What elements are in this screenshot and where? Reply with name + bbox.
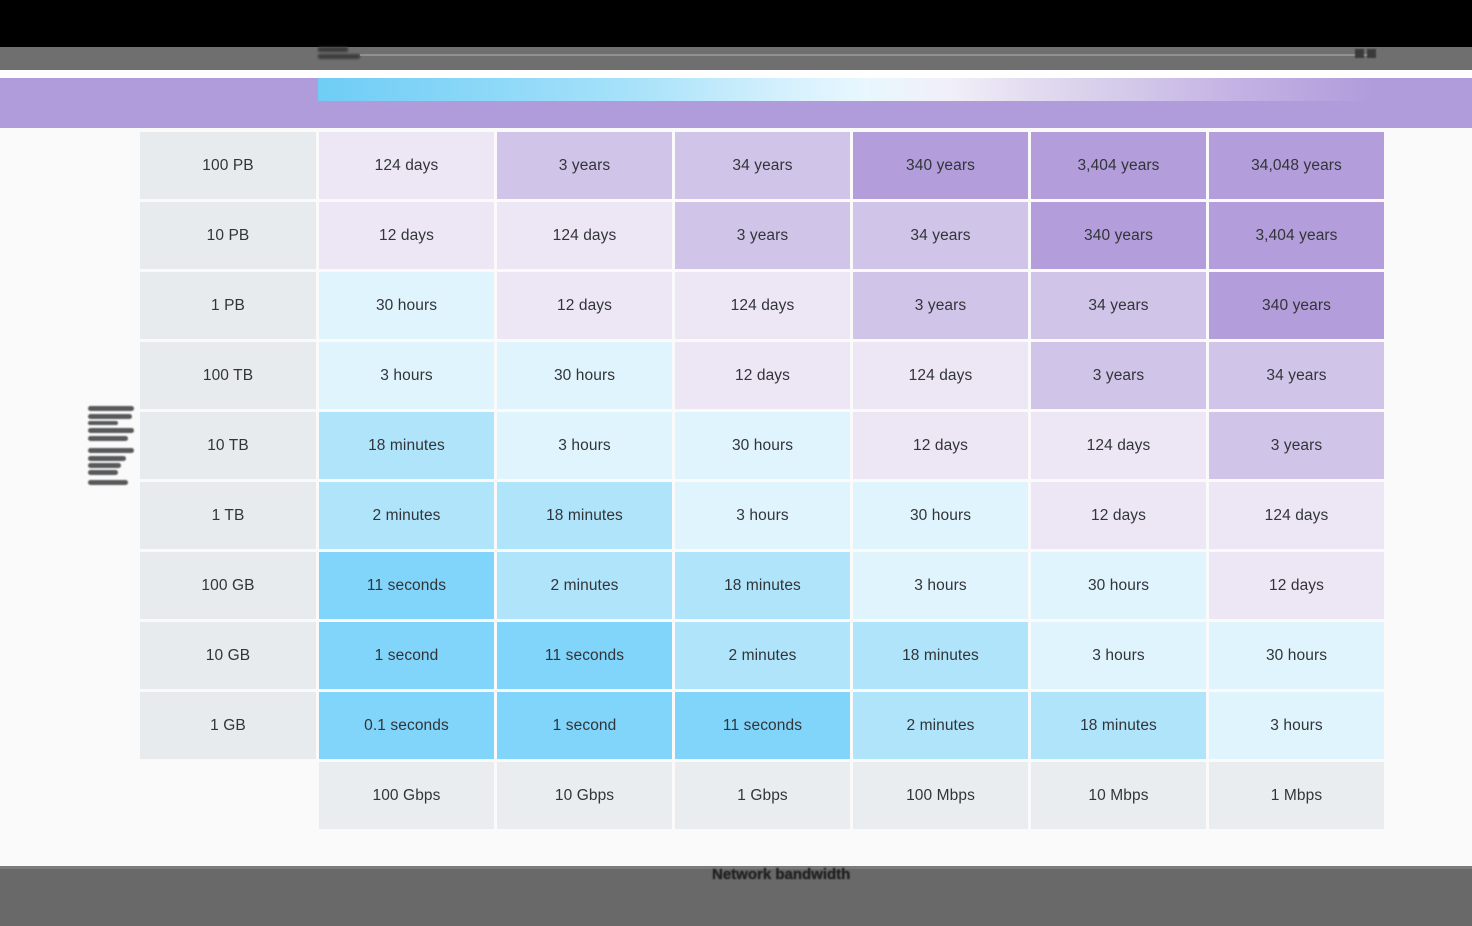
row-header-1-tb: 1 TB	[140, 482, 316, 549]
cell-10-tb-10-gbps: 3 hours	[497, 412, 672, 479]
transfer-time-table: 100 PB 124 days 3 years 34 years 340 years 3,…	[140, 132, 1384, 829]
row-header-10-pb: 10 PB	[140, 202, 316, 269]
cell-10-tb-100-mbps: 12 days	[853, 412, 1028, 479]
cell-1-tb-1-gbps: 3 hours	[675, 482, 850, 549]
cell-1-pb-1-gbps: 124 days	[675, 272, 850, 339]
cell-10-pb-100-gbps: 12 days	[319, 202, 494, 269]
row-header-1-pb: 1 PB	[140, 272, 316, 339]
cell-10-gb-1-mbps: 30 hours	[1209, 622, 1384, 689]
cell-1-tb-100-mbps: 30 hours	[853, 482, 1028, 549]
cell-1-gb-1-mbps: 3 hours	[1209, 692, 1384, 759]
col-header-100-gbps: 100 Gbps	[319, 762, 494, 829]
row-header-100-pb: 100 PB	[140, 132, 316, 199]
col-header-10-mbps: 10 Mbps	[1031, 762, 1206, 829]
cell-100-pb-10-mbps: 3,404 years	[1031, 132, 1206, 199]
cell-10-gb-1-gbps: 2 minutes	[675, 622, 850, 689]
toolbar-slider-track[interactable]	[360, 54, 1374, 56]
cell-1-tb-10-mbps: 12 days	[1031, 482, 1206, 549]
cell-1-pb-100-gbps: 30 hours	[319, 272, 494, 339]
handle-part	[1367, 49, 1376, 58]
cell-10-tb-10-mbps: 124 days	[1031, 412, 1206, 479]
redacted-line	[318, 54, 360, 59]
cell-100-tb-100-mbps: 124 days	[853, 342, 1028, 409]
row-header-10-tb: 10 TB	[140, 412, 316, 479]
redacted-line	[318, 47, 348, 52]
cell-1-gb-100-mbps: 2 minutes	[853, 692, 1028, 759]
cell-1-pb-10-gbps: 12 days	[497, 272, 672, 339]
cell-100-gb-10-mbps: 30 hours	[1031, 552, 1206, 619]
corner-spacer	[140, 762, 316, 829]
cell-10-pb-1-gbps: 3 years	[675, 202, 850, 269]
cell-10-gb-100-mbps: 18 minutes	[853, 622, 1028, 689]
y-axis-label-redacted	[88, 404, 136, 490]
figure-canvas: 100 PB 124 days 3 years 34 years 340 years 3,…	[0, 128, 1472, 866]
cell-1-pb-100-mbps: 3 years	[853, 272, 1028, 339]
toolbar-slider-handle[interactable]	[1355, 49, 1379, 59]
cell-10-gb-100-gbps: 1 second	[319, 622, 494, 689]
time-color-scale-legend	[318, 78, 1372, 101]
cell-100-pb-10-gbps: 3 years	[497, 132, 672, 199]
footer-bar: Network bandwidth	[0, 866, 1472, 926]
cell-100-gb-100-mbps: 3 hours	[853, 552, 1028, 619]
cell-10-pb-10-mbps: 340 years	[1031, 202, 1206, 269]
handle-part	[1355, 49, 1364, 58]
cell-1-gb-100-gbps: 0.1 seconds	[319, 692, 494, 759]
cell-10-tb-100-gbps: 18 minutes	[319, 412, 494, 479]
row-header-100-gb: 100 GB	[140, 552, 316, 619]
redacted-window-titlebar	[0, 0, 1472, 47]
cell-10-gb-10-gbps: 11 seconds	[497, 622, 672, 689]
cell-100-gb-1-mbps: 12 days	[1209, 552, 1384, 619]
cell-100-tb-10-gbps: 30 hours	[497, 342, 672, 409]
cell-1-gb-1-gbps: 11 seconds	[675, 692, 850, 759]
cell-10-pb-1-mbps: 3,404 years	[1209, 202, 1384, 269]
cell-10-gb-10-mbps: 3 hours	[1031, 622, 1206, 689]
cell-1-gb-10-gbps: 1 second	[497, 692, 672, 759]
cell-100-tb-1-gbps: 12 days	[675, 342, 850, 409]
cell-100-pb-100-gbps: 124 days	[319, 132, 494, 199]
col-header-1-gbps: 1 Gbps	[675, 762, 850, 829]
cell-1-pb-10-mbps: 34 years	[1031, 272, 1206, 339]
x-axis-label: Network bandwidth	[712, 866, 851, 883]
cell-100-gb-1-gbps: 18 minutes	[675, 552, 850, 619]
row-header-100-tb: 100 TB	[140, 342, 316, 409]
toolbar-redacted-text	[318, 45, 364, 62]
cell-100-tb-1-mbps: 34 years	[1209, 342, 1384, 409]
cell-10-pb-10-gbps: 124 days	[497, 202, 672, 269]
cell-100-pb-1-mbps: 34,048 years	[1209, 132, 1384, 199]
cell-100-tb-100-gbps: 3 hours	[319, 342, 494, 409]
cell-100-pb-100-mbps: 340 years	[853, 132, 1028, 199]
col-header-10-gbps: 10 Gbps	[497, 762, 672, 829]
row-header-1-gb: 1 GB	[140, 692, 316, 759]
viewer-toolbar	[0, 47, 1472, 70]
cell-100-gb-100-gbps: 11 seconds	[319, 552, 494, 619]
col-header-1-mbps: 1 Mbps	[1209, 762, 1384, 829]
cell-100-tb-10-mbps: 3 years	[1031, 342, 1206, 409]
cell-1-tb-1-mbps: 124 days	[1209, 482, 1384, 549]
cell-1-tb-100-gbps: 2 minutes	[319, 482, 494, 549]
cell-100-gb-10-gbps: 2 minutes	[497, 552, 672, 619]
cell-10-pb-100-mbps: 34 years	[853, 202, 1028, 269]
cell-10-tb-1-mbps: 3 years	[1209, 412, 1384, 479]
cell-10-tb-1-gbps: 30 hours	[675, 412, 850, 479]
cell-1-tb-10-gbps: 18 minutes	[497, 482, 672, 549]
cell-100-pb-1-gbps: 34 years	[675, 132, 850, 199]
cell-1-gb-10-mbps: 18 minutes	[1031, 692, 1206, 759]
cell-1-pb-1-mbps: 340 years	[1209, 272, 1384, 339]
row-header-10-gb: 10 GB	[140, 622, 316, 689]
purple-banner	[0, 78, 1472, 128]
col-header-100-mbps: 100 Mbps	[853, 762, 1028, 829]
